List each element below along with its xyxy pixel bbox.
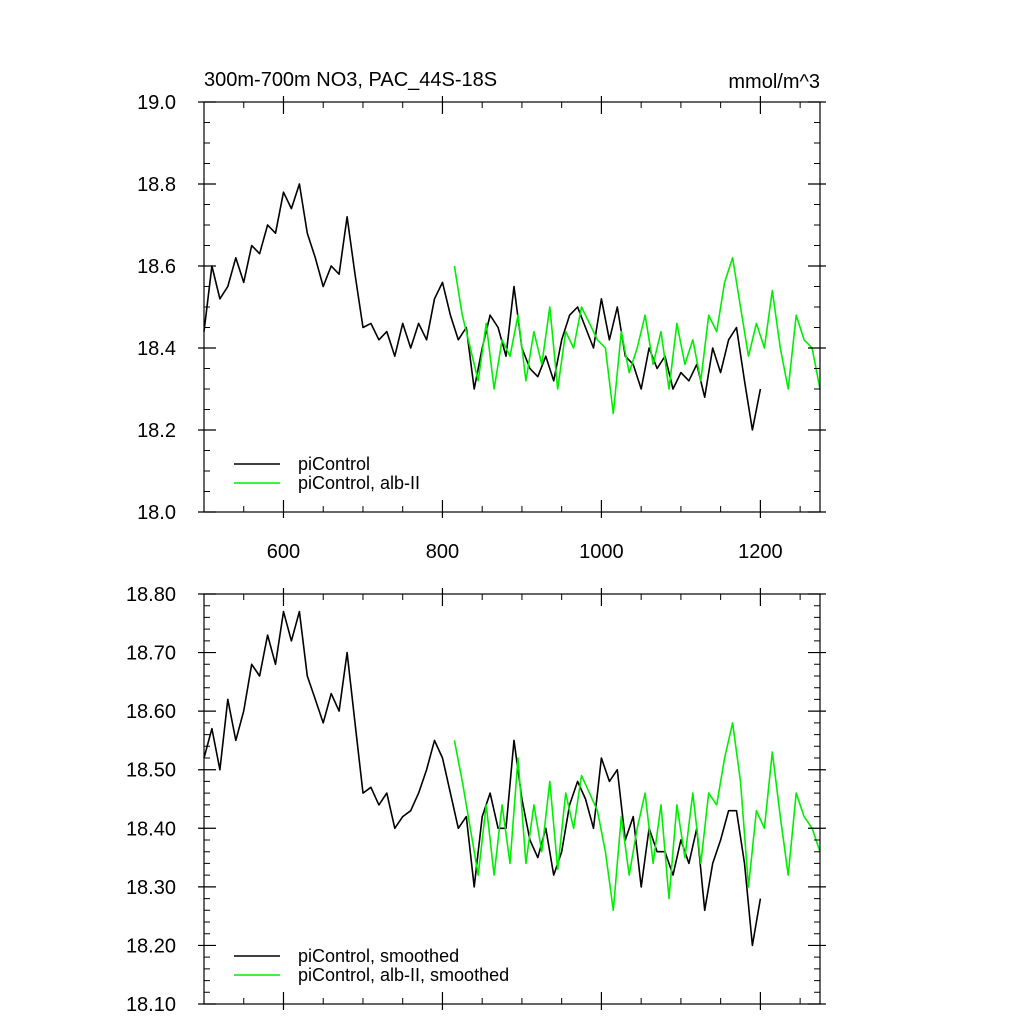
top-y-tick-label-0: 18.0 bbox=[137, 502, 176, 524]
top-y-tick-label-2: 18.4 bbox=[137, 338, 176, 360]
top-x-tick-label-1: 800 bbox=[426, 541, 459, 563]
bottom-series-line-0 bbox=[203, 610, 762, 947]
top-y-tick-label-4: 18.8 bbox=[137, 174, 176, 196]
bottom-plot-panel: 18.10 18.20 18.30 18.40 18.50 18.60 18.70 18.80… bbox=[126, 584, 826, 1016]
top-chart-units: mmol/m^3 bbox=[728, 71, 820, 93]
top-series-line-1 bbox=[453, 256, 821, 415]
top-chart-title: 300m-700m NO3, PAC_44S-18S bbox=[204, 69, 497, 91]
bottom-plot-frame bbox=[203, 593, 821, 1005]
bottom-y-tick-label-6: 18.70 bbox=[126, 643, 176, 665]
top-legend-label-0: piControl bbox=[298, 454, 370, 474]
bottom-legend-label-1: piControl, alb-II, smoothed bbox=[298, 965, 509, 985]
bottom-y-tick-label-0: 18.10 bbox=[126, 994, 176, 1016]
top-legend-label-1: piControl, alb-II bbox=[298, 473, 420, 493]
top-x-tick-label-0: 600 bbox=[267, 541, 300, 563]
bottom-y-tick-label-4: 18.50 bbox=[126, 760, 176, 782]
top-y-tick-label-1: 18.2 bbox=[137, 420, 176, 442]
bottom-y-tick-label-1: 18.20 bbox=[126, 935, 176, 957]
top-x-tick-label-3: 1200 bbox=[738, 541, 783, 563]
bottom-series-line-1 bbox=[453, 722, 821, 912]
top-y-tick-label-5: 19.0 bbox=[137, 92, 176, 114]
top-series-line-0 bbox=[203, 183, 762, 431]
bottom-y-tick-label-2: 18.30 bbox=[126, 877, 176, 899]
bottom-legend-label-0: piControl, smoothed bbox=[298, 946, 459, 966]
top-plot-panel: 600 800 1000 1200 18.0 18.2 18.4 18.6 18.8 19.0 pi… bbox=[137, 92, 826, 563]
bottom-y-tick-label-3: 18.40 bbox=[126, 818, 176, 840]
bottom-y-tick-label-5: 18.60 bbox=[126, 701, 176, 723]
bottom-y-tick-label-7: 18.80 bbox=[126, 584, 176, 606]
top-x-tick-label-2: 1000 bbox=[579, 541, 624, 563]
top-y-tick-label-3: 18.6 bbox=[137, 256, 176, 278]
